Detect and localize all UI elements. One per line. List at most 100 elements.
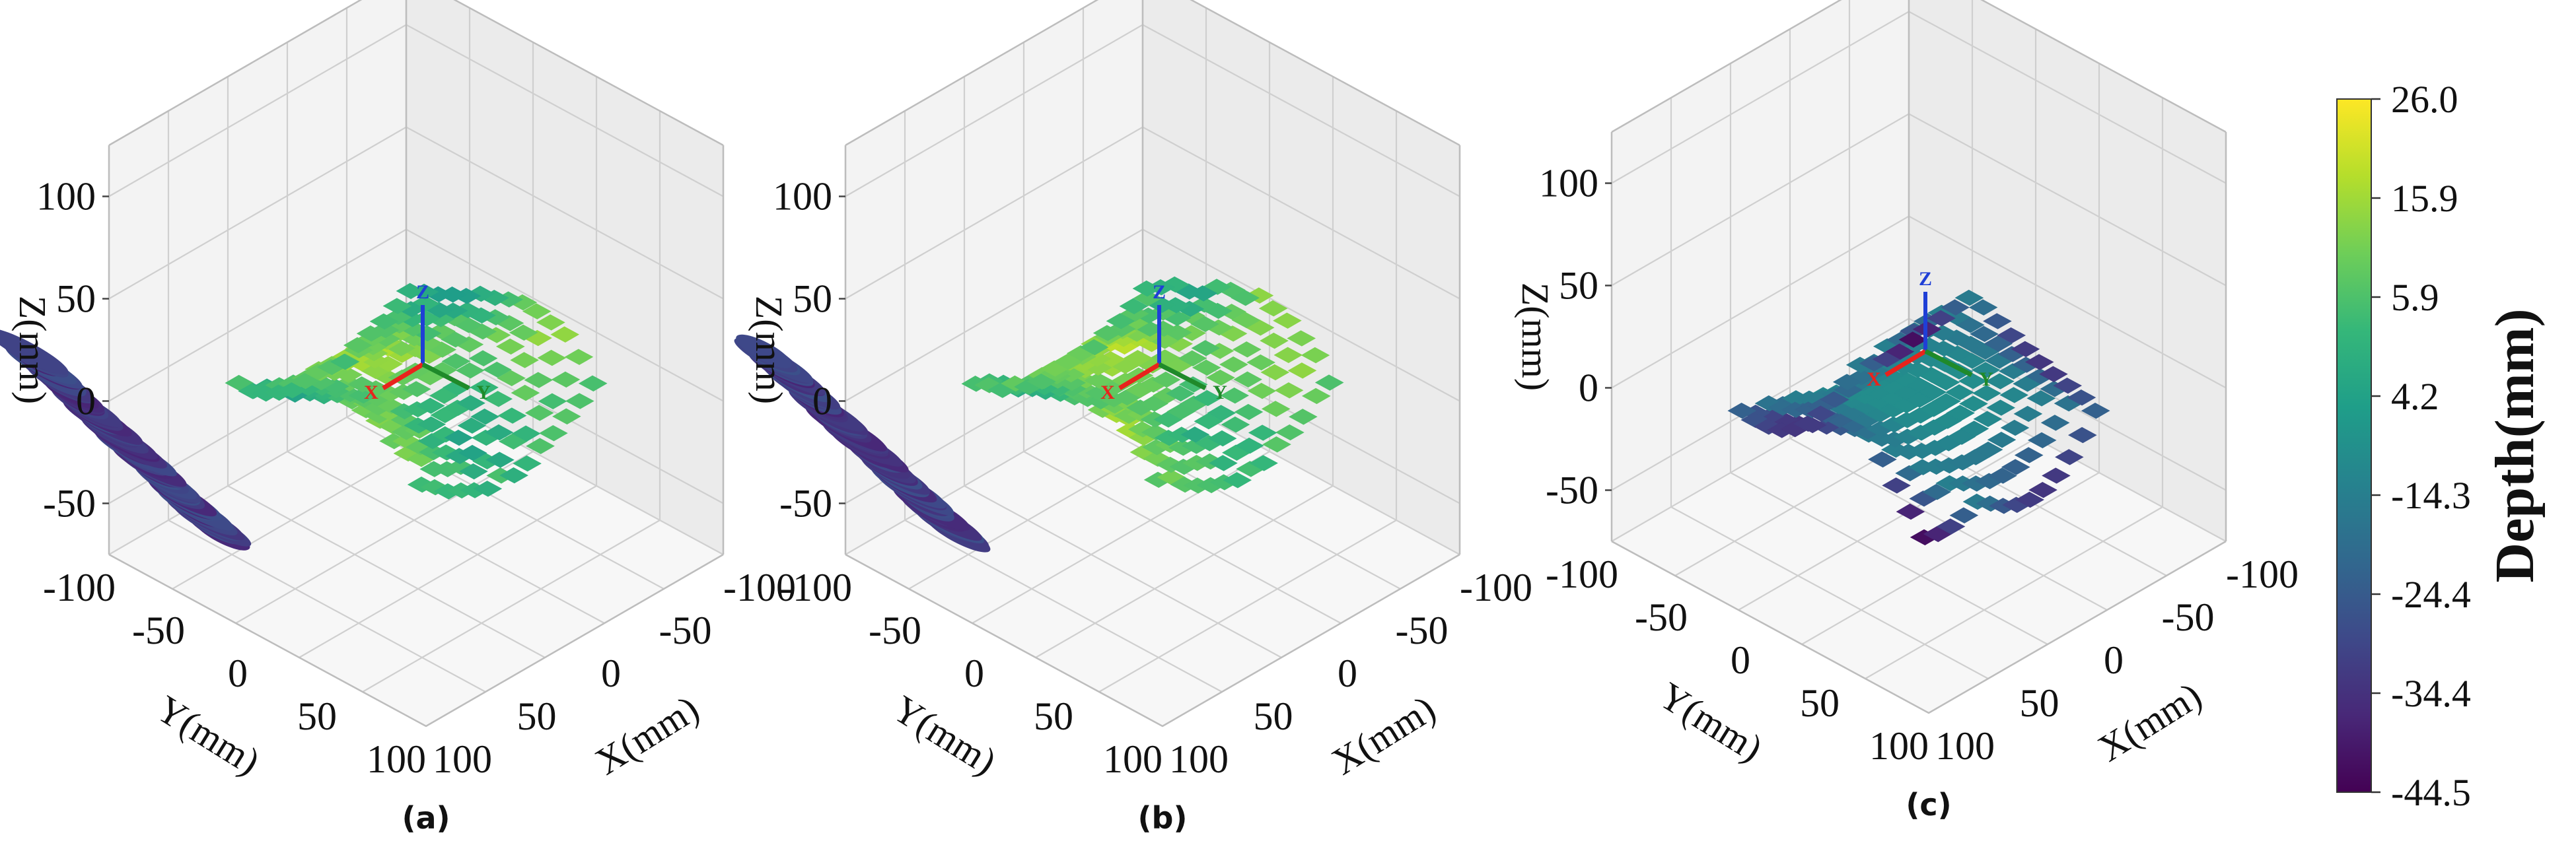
x-axis-title: X(mm) [588,687,706,784]
y-tick-label: -100 [1546,553,1618,596]
surface-patch [1273,312,1302,329]
surface-patch [539,425,568,442]
grid-line [1865,506,2163,679]
surface-patch [2054,395,2083,412]
surface-patch [1287,362,1317,379]
surface-patch [497,370,526,386]
surface-patch [1987,432,2017,448]
panel-label: (b) [1138,800,1188,836]
surface-patch [1936,518,1966,535]
surface-patch [1248,424,1277,441]
y-tick-label: 50 [297,694,337,738]
surface-patch [1219,356,1248,373]
surface-patch [1920,440,1950,456]
frame-x-label: X [364,382,378,403]
surface-patch [1079,339,1109,356]
surface-patch [382,298,412,314]
surface-patch [536,314,565,331]
colorbar-gradient [2336,98,2372,793]
surface-patch [1207,430,1237,447]
surface-patch [1727,403,1757,419]
frame-x-label: X [1867,368,1881,390]
x-tick-label: 100 [1935,724,1995,768]
right-wall-pane [1909,0,2226,541]
surface-patch [402,381,431,397]
surface-patch [1247,382,1277,399]
surface-patch [471,429,501,446]
surface-patch [277,382,306,399]
z-tick-label: 100 [1539,162,1598,205]
surface-patch [441,331,470,348]
surface-patch [444,429,474,446]
surface-patch [522,303,552,320]
surface-patch [2024,354,2054,370]
surface-patch [1968,299,1998,316]
surface-patch [441,353,471,370]
surface-patch [1933,435,1963,452]
x-tick-label: 0 [601,652,621,695]
surface-patch [347,376,377,393]
y-axis-title: Y(mm) [1652,674,1770,770]
y-tick-label: -50 [1635,595,1688,639]
surface-patch [513,455,542,472]
surface-patch [2053,378,2083,394]
surface-patch [1945,384,1974,401]
surface-patch [455,362,485,379]
surface-patch [1260,364,1290,381]
surface-patch [1970,325,1999,343]
frame-y-axis [1158,362,1207,391]
coordinate-frame: Z X Y [1100,281,1227,403]
x-tick-label: 0 [1338,652,1357,695]
y-tick-labels: -100 -50 0 50 100 [43,566,426,781]
y-tick-labels: -100 -50 0 50 100 [1546,553,1929,768]
z-axis-title: Z(mm) [748,296,791,404]
surface-patch [1222,444,1251,461]
surface-patch [458,444,487,461]
z-tick-label: 0 [76,380,96,423]
surface-patch [1972,385,2001,401]
y-axis-title: Y(mm) [149,687,268,784]
outlier-point [736,334,792,368]
y-tick-label: 0 [964,652,984,695]
surface-patch [1882,477,1911,494]
surface-patch [2015,491,2044,508]
z-tick-label: 0 [1579,366,1598,410]
surface-patch [538,393,567,409]
surface-patch [1896,503,1925,520]
colorbar-tick-label: -24.4 [2391,573,2471,616]
surface-patch [1262,436,1291,453]
surface-patch [1234,403,1264,421]
panel-a: Z X Y 100 50 0 -50 -100 -50 0 50 100 -100 … [0,0,796,836]
surface-patch [551,371,581,388]
surface-patch [1249,455,1278,471]
y-axis-title: Y(mm) [886,687,1004,784]
box-edge [108,553,724,727]
surface-patch [1191,340,1221,356]
surface-patch [2014,447,2044,463]
surface-patch [1793,415,1822,432]
surface-patch [552,408,581,424]
surface-patch [484,424,514,441]
surface-patch [1223,472,1252,489]
panel-label: (a) [402,800,450,836]
surface-patch [1132,280,1162,297]
grid-line [299,485,597,658]
z-tick-label: 50 [793,277,832,321]
x-tick-label: 50 [517,694,557,738]
surface-patch [1893,428,1923,445]
x-tick-label: 0 [2104,638,2124,682]
z-tick-label: -50 [1546,469,1598,512]
surface-patch [1180,426,1210,443]
grid-line [235,451,534,624]
coordinate-frame: Z X Y [364,281,491,403]
surface-patch [2055,449,2084,465]
surface-patch [495,338,525,355]
frame-y-label: Y [476,382,491,403]
surface-patch [1124,350,1153,366]
surface-patch [1234,437,1264,454]
frame-y-axis [1924,349,1973,378]
colorbar-tick-label: 5.9 [2391,276,2439,319]
surface-patch [1180,395,1209,412]
surface-patch [1206,369,1235,386]
